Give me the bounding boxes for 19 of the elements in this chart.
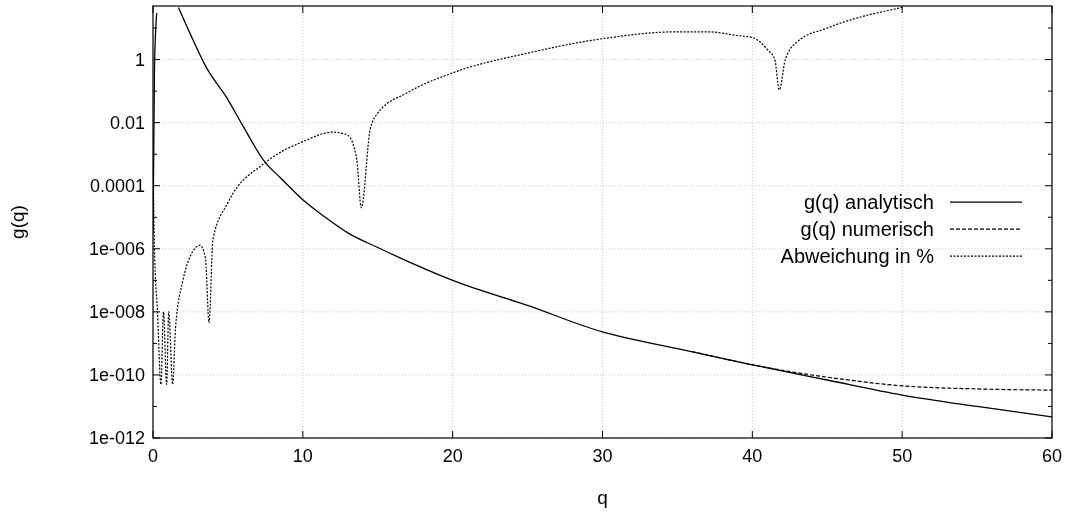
x-tick-label: 50 — [892, 446, 913, 466]
x-tick-label: 30 — [592, 446, 613, 466]
y-tick-label: 1e-010 — [88, 364, 145, 385]
y-axis-title: g(q) — [7, 205, 28, 239]
x-tick-label: 10 — [292, 446, 313, 466]
y-tick-label: 1 — [134, 49, 145, 70]
x-tick-label: 40 — [742, 446, 763, 466]
x-tick-label: 60 — [1041, 446, 1063, 466]
y-tick-label: 0.0001 — [89, 175, 145, 196]
y-tick-label: 0.01 — [109, 112, 145, 133]
x-tick-label: 0 — [147, 446, 159, 466]
legend-label: g(q) numerisch — [800, 218, 934, 241]
y-tick-label: 1e-006 — [88, 238, 145, 259]
x-axis-title: q — [597, 487, 608, 508]
legend-label: Abweichung in % — [780, 245, 935, 268]
legend-label: g(q) analytisch — [803, 191, 934, 214]
y-tick-label: 1e-012 — [88, 428, 145, 448]
x-tick-label: 20 — [442, 446, 463, 466]
y-tick-label: 1e-008 — [88, 301, 145, 322]
